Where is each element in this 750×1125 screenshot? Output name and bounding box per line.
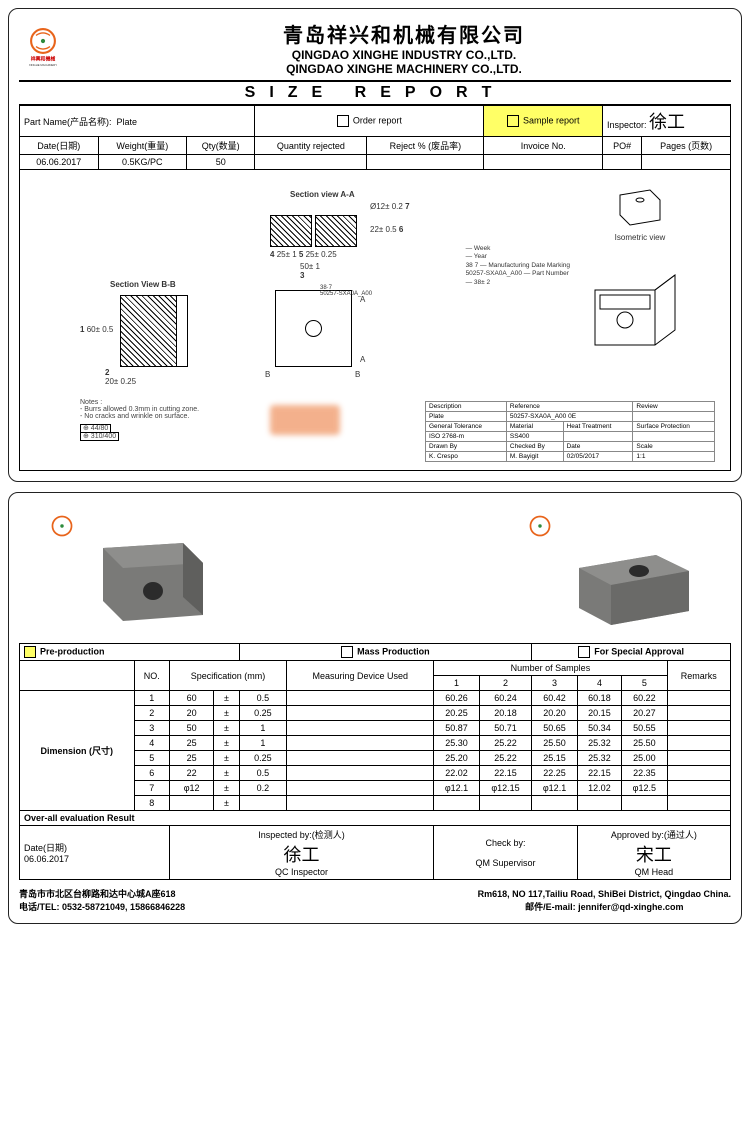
date-val: 06.06.2017 [20, 155, 99, 170]
technical-drawing: Section View B-B 1 60± 0.5 220± 0.25 Sec… [19, 169, 731, 471]
qty-val: 50 [187, 155, 255, 170]
report-title: SIZE REPORT [19, 82, 731, 105]
pages-label: Pages (页数) [642, 137, 731, 155]
product-photo-left [83, 513, 223, 633]
report-header-table: Part Name(产品名称): Plate Order report Samp… [19, 105, 731, 170]
email: 邮件/E-mail: jennifer@qd-xinghe.com [478, 901, 731, 914]
addr-cn: 青岛市市北区台柳路和达中心城A座618 [19, 888, 185, 901]
svg-text:XINGHE MACHINERY: XINGHE MACHINERY [29, 63, 57, 67]
company-logo: 祥興和機械XINGHE MACHINERY [19, 24, 67, 72]
measurement-row: Dimension (尺寸)160±0.560.2660.2460.4260.1… [20, 691, 731, 706]
part-name-cell: Part Name(产品名称): Plate [20, 106, 255, 137]
inspector-cell: Inspector: 徐工 [602, 106, 730, 137]
product-photo-right [561, 513, 701, 633]
company-name-cn: 青岛祥兴和机械有限公司 [77, 19, 731, 48]
bottom-panel: Pre-production Mass Production For Speci… [8, 492, 742, 924]
photo-row [19, 503, 731, 643]
section-bb-label: Section View B-B [110, 280, 176, 289]
company-name-en2: QINGDAO XINGHE MACHINERY CO.,LTD. [77, 62, 731, 76]
small-logo-left [49, 513, 77, 541]
weight-label: Weight(重量) [98, 137, 186, 155]
order-report-cell: Order report [255, 106, 484, 137]
iso-view: Isometric view [610, 180, 670, 242]
blurred-mark [270, 405, 340, 435]
reject-pct-label: Reject % (废品率) [367, 137, 484, 155]
callouts: — Week — Year 38 7 — Manufacturing Date … [466, 245, 570, 287]
dim-3: 50± 13 [300, 262, 320, 280]
drawing-spec-block: DescriptionReferenceReview Plate50257-SX… [425, 401, 715, 462]
dim-6: 22± 0.5 6 [370, 225, 403, 234]
dim-1: 1 60± 0.5 [80, 325, 113, 334]
company-name-en1: QINGDAO XINGHE INDUSTRY CO.,LTD. [77, 48, 731, 62]
qty-rej-label: Quantity rejected [255, 137, 367, 155]
measurement-table: Pre-production Mass Production For Speci… [19, 643, 731, 880]
date-label: Date(日期) [20, 137, 99, 155]
header: 祥興和機械XINGHE MACHINERY 青岛祥兴和机械有限公司 QINGDA… [19, 19, 731, 82]
po-label: PO# [602, 137, 641, 155]
section-bb-shape [120, 295, 177, 367]
dim-4: 4 25± 1 5 25± 0.25 [270, 250, 337, 259]
addr-en: Rm618, NO 117,Tailiu Road, ShiBei Distri… [478, 888, 731, 901]
qty-label: Qty(数量) [187, 137, 255, 155]
block-view [580, 265, 690, 368]
invoice-label: Invoice No. [484, 137, 603, 155]
sample-report-cell: Sample report [484, 106, 603, 137]
company-titles: 青岛祥兴和机械有限公司 QINGDAO XINGHE INDUSTRY CO.,… [77, 19, 731, 76]
dim-2: 220± 0.25 [105, 368, 136, 386]
tel-cn: 电话/TEL: 0532-58721049, 15866846228 [19, 901, 185, 914]
drawing-notes: Notes : - Burrs allowed 0.3mm in cutting… [80, 399, 199, 440]
weight-val: 0.5KG/PC [98, 155, 186, 170]
dim-7: Ø12± 0.2 7 [370, 202, 410, 211]
footer: 青岛市市北区台柳路和达中心城A座618 电话/TEL: 0532-5872104… [19, 880, 731, 913]
svg-text:祥興和機械: 祥興和機械 [31, 55, 56, 62]
small-logo-right [527, 513, 555, 541]
top-panel: 祥興和機械XINGHE MACHINERY 青岛祥兴和机械有限公司 QINGDA… [8, 8, 742, 482]
section-aa-label: Section view A-A [290, 190, 355, 199]
